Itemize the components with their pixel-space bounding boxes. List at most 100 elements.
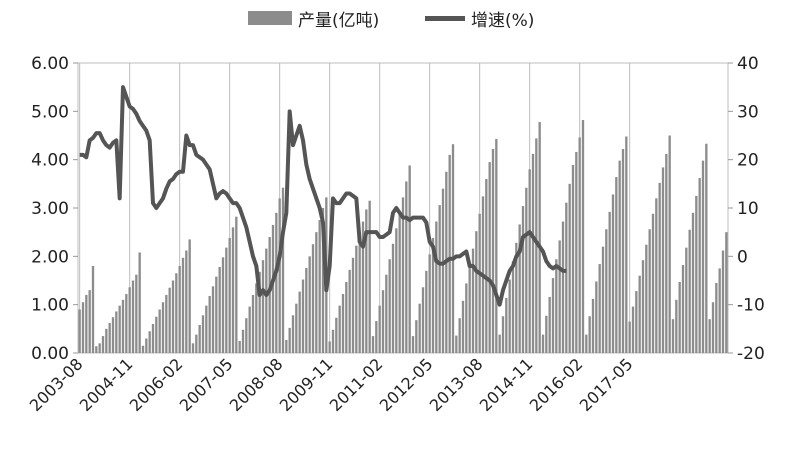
bar bbox=[541, 334, 545, 353]
bar bbox=[315, 232, 318, 353]
bar bbox=[405, 181, 408, 353]
bar bbox=[638, 275, 641, 353]
bar bbox=[661, 167, 665, 353]
bar bbox=[171, 280, 175, 353]
bar bbox=[548, 296, 551, 353]
legend-item-growth: 增速(%) bbox=[425, 6, 534, 31]
bar bbox=[465, 283, 468, 353]
bar bbox=[148, 331, 151, 353]
bar bbox=[258, 271, 261, 353]
right-axis-tick-label: -10 bbox=[737, 296, 765, 316]
bar bbox=[398, 212, 401, 353]
left-axis-tick-label: 5.00 bbox=[31, 102, 69, 122]
bar bbox=[651, 213, 655, 353]
bar bbox=[311, 244, 315, 353]
legend-bar-swatch bbox=[248, 11, 292, 25]
bar bbox=[508, 279, 511, 353]
bar bbox=[615, 177, 618, 353]
bar bbox=[101, 336, 105, 353]
bar bbox=[678, 281, 681, 353]
bar bbox=[218, 266, 221, 353]
bar bbox=[598, 264, 601, 353]
bar bbox=[538, 121, 541, 353]
growth-line bbox=[79, 85, 567, 307]
bar bbox=[108, 323, 111, 353]
left-axis-tick-label: 3.00 bbox=[31, 199, 69, 219]
bar bbox=[565, 202, 568, 353]
bar bbox=[85, 295, 88, 353]
bar bbox=[331, 329, 335, 353]
bar bbox=[418, 303, 421, 353]
bar bbox=[408, 165, 411, 353]
x-tick-label: 2008-08 bbox=[226, 354, 287, 415]
bar bbox=[241, 329, 245, 353]
bar bbox=[368, 200, 371, 353]
bar bbox=[698, 178, 701, 353]
bar bbox=[235, 216, 238, 353]
bar bbox=[525, 187, 528, 353]
bar bbox=[188, 239, 191, 353]
bar bbox=[645, 244, 648, 353]
left-axis-tick-label: 4.00 bbox=[31, 151, 69, 171]
bar bbox=[231, 227, 235, 353]
bar bbox=[675, 299, 678, 353]
bar bbox=[78, 309, 81, 353]
right-axis-tick-label: 40 bbox=[737, 54, 759, 74]
bar bbox=[298, 291, 301, 353]
bar bbox=[208, 295, 211, 353]
bar bbox=[655, 198, 658, 353]
bar bbox=[181, 257, 185, 353]
x-tick-label: 2007-05 bbox=[176, 354, 237, 415]
bar bbox=[708, 319, 711, 353]
left-axis-tick-label: 2.00 bbox=[31, 247, 69, 267]
bar bbox=[628, 321, 631, 353]
bar bbox=[581, 120, 585, 354]
bar bbox=[428, 254, 431, 353]
bar bbox=[168, 287, 171, 353]
bar bbox=[411, 336, 415, 353]
bar bbox=[391, 243, 395, 353]
bar bbox=[355, 245, 358, 353]
bar bbox=[211, 286, 215, 353]
bar bbox=[305, 267, 308, 353]
bar bbox=[145, 338, 148, 353]
right-axis-tick-label: 10 bbox=[737, 199, 759, 219]
bar bbox=[128, 287, 131, 353]
x-tick-label: 2012-05 bbox=[376, 354, 437, 415]
bar bbox=[185, 250, 188, 353]
left-axis-tick-label: 6.00 bbox=[31, 54, 69, 74]
bar bbox=[175, 273, 178, 353]
bar bbox=[88, 290, 91, 353]
right-axis-tick-label: 30 bbox=[737, 102, 759, 122]
bar bbox=[595, 281, 598, 353]
bar bbox=[245, 318, 248, 353]
bar bbox=[495, 138, 498, 353]
bar bbox=[388, 259, 391, 353]
bar bbox=[275, 212, 278, 353]
bar bbox=[255, 283, 258, 353]
bar bbox=[721, 250, 725, 353]
bar bbox=[285, 339, 288, 353]
bar bbox=[591, 298, 595, 353]
bar bbox=[631, 306, 635, 353]
bar bbox=[561, 221, 565, 353]
bar bbox=[461, 300, 465, 353]
bar bbox=[198, 324, 201, 353]
bar bbox=[358, 233, 361, 353]
bar bbox=[278, 198, 281, 353]
bar bbox=[365, 209, 368, 353]
right-axis-tick-label: 0 bbox=[737, 247, 748, 267]
bar bbox=[585, 334, 588, 353]
bar bbox=[421, 287, 425, 353]
bar bbox=[608, 211, 611, 353]
bar bbox=[668, 135, 671, 353]
bar bbox=[611, 194, 615, 353]
bar bbox=[115, 311, 118, 353]
bar bbox=[295, 303, 298, 353]
bar bbox=[138, 252, 141, 353]
bar bbox=[118, 305, 121, 353]
bar bbox=[625, 136, 628, 353]
bar bbox=[395, 228, 398, 353]
bar bbox=[471, 248, 475, 353]
bar bbox=[338, 305, 341, 353]
